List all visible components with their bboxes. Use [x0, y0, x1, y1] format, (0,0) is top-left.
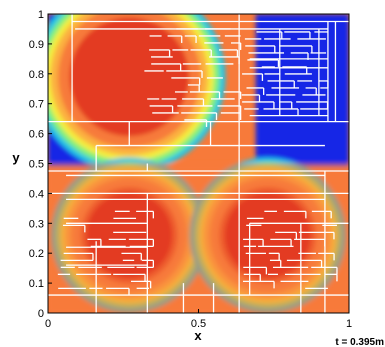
blob-core-0: [86, 192, 173, 279]
y-tick-label-0: 0: [38, 308, 44, 320]
y-tick-label-5: 0.5: [29, 159, 44, 171]
x-tick-label-1: 0.5: [191, 318, 206, 330]
x-axis: 0 0.5 1: [45, 309, 352, 330]
y-tick-label-7: 0.7: [29, 99, 44, 111]
blob-core-1: [224, 192, 311, 279]
y-tick-label-1: 0.1: [29, 278, 44, 290]
y-tick-label-3: 0.3: [29, 218, 44, 230]
y-tick-label-6: 0.6: [29, 129, 44, 141]
x-tick-label-0: 0: [45, 318, 51, 330]
y-tick-label-9: 0.9: [29, 39, 44, 51]
plot-area: [48, 14, 349, 313]
time-annotation: t = 0.395m: [335, 337, 384, 347]
x-tick-label-2: 1: [346, 318, 352, 330]
amr-mesh: [48, 14, 349, 313]
y-tick-label-4: 0.4: [29, 188, 44, 200]
y-tick-label-10: 1: [38, 9, 44, 21]
y-tick-label-8: 0.8: [29, 69, 44, 81]
y-axis: 0 0.1 0.2 0.3 0.4 0.5 0.6 0.7 0.8 0.9 1: [29, 9, 52, 320]
y-tick-label-2: 0.2: [29, 248, 44, 260]
y-axis-label: y: [12, 150, 20, 165]
contour-ring-0-6: [85, 33, 173, 120]
x-axis-label: x: [194, 328, 202, 343]
